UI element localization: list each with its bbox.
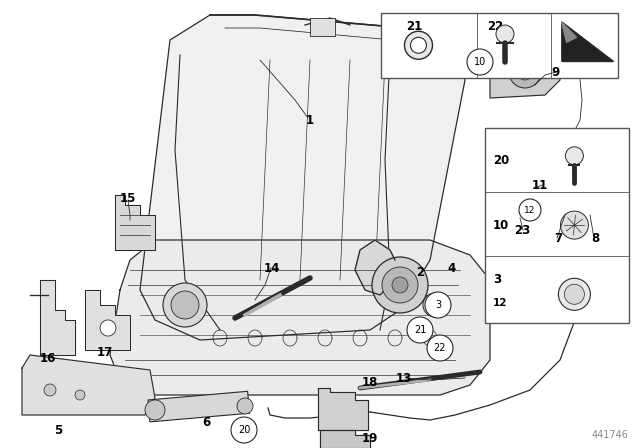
Polygon shape	[562, 22, 613, 61]
Text: 6: 6	[202, 415, 210, 428]
Circle shape	[75, 390, 85, 400]
Text: 9: 9	[551, 65, 559, 78]
Text: 10: 10	[474, 57, 486, 66]
Text: 5: 5	[54, 423, 62, 436]
Circle shape	[100, 320, 116, 336]
Text: 14: 14	[264, 262, 280, 275]
Text: 3: 3	[493, 273, 501, 286]
Bar	[381, 13, 618, 78]
Circle shape	[234, 420, 254, 440]
Circle shape	[44, 384, 56, 396]
Text: 8: 8	[591, 232, 599, 245]
Circle shape	[496, 25, 514, 43]
Bar	[310, 18, 335, 36]
Circle shape	[564, 284, 584, 304]
Circle shape	[145, 400, 165, 420]
Text: 20: 20	[493, 154, 509, 167]
Text: 12: 12	[524, 206, 536, 215]
Circle shape	[509, 56, 541, 88]
Circle shape	[517, 64, 533, 80]
Bar	[148, 391, 250, 422]
Text: 1: 1	[306, 113, 314, 126]
Circle shape	[467, 49, 493, 75]
Polygon shape	[40, 280, 75, 355]
Circle shape	[407, 317, 433, 343]
Polygon shape	[115, 195, 155, 250]
Polygon shape	[320, 430, 370, 448]
Circle shape	[163, 283, 207, 327]
Circle shape	[410, 37, 426, 53]
Text: 441746: 441746	[591, 430, 628, 440]
Text: 12: 12	[525, 206, 535, 215]
Circle shape	[392, 277, 408, 293]
Circle shape	[558, 278, 590, 310]
Text: 10: 10	[493, 219, 509, 232]
Circle shape	[427, 335, 453, 361]
Circle shape	[429, 337, 451, 359]
Text: 23: 23	[514, 224, 530, 237]
Text: 10: 10	[474, 57, 486, 67]
Circle shape	[425, 292, 451, 318]
Text: 12: 12	[493, 298, 508, 308]
Text: 20: 20	[239, 426, 249, 435]
Text: 19: 19	[362, 431, 378, 444]
Polygon shape	[490, 45, 560, 98]
Text: 21: 21	[414, 326, 426, 335]
Text: 22: 22	[435, 344, 445, 353]
Polygon shape	[85, 290, 130, 350]
Text: 16: 16	[40, 352, 56, 365]
Circle shape	[505, 180, 521, 196]
Circle shape	[404, 31, 433, 59]
Text: 4: 4	[448, 262, 456, 275]
Polygon shape	[22, 355, 155, 415]
Circle shape	[519, 199, 541, 221]
Circle shape	[171, 291, 199, 319]
Text: 22: 22	[487, 20, 503, 33]
Circle shape	[382, 267, 418, 303]
Text: 18: 18	[362, 375, 378, 388]
Polygon shape	[318, 388, 368, 430]
Polygon shape	[140, 15, 465, 340]
Circle shape	[520, 200, 540, 220]
Text: 21: 21	[406, 20, 423, 33]
Text: 20: 20	[238, 425, 250, 435]
Circle shape	[561, 211, 588, 239]
Text: 15: 15	[120, 191, 136, 204]
Text: 3: 3	[435, 300, 441, 310]
Circle shape	[565, 147, 584, 165]
Text: 21: 21	[414, 325, 426, 335]
Text: 11: 11	[532, 178, 548, 191]
Circle shape	[372, 257, 428, 313]
Polygon shape	[110, 240, 490, 395]
Text: 17: 17	[97, 345, 113, 358]
Circle shape	[498, 173, 528, 203]
Circle shape	[423, 293, 447, 317]
Polygon shape	[562, 22, 577, 42]
Circle shape	[231, 417, 257, 443]
Text: 2: 2	[416, 266, 424, 279]
Text: 22: 22	[434, 343, 446, 353]
Circle shape	[237, 398, 253, 414]
Bar	[485, 128, 629, 323]
Circle shape	[467, 49, 493, 75]
Text: 7: 7	[554, 232, 562, 245]
Polygon shape	[355, 240, 395, 295]
Text: 13: 13	[396, 371, 412, 384]
Circle shape	[409, 319, 431, 341]
